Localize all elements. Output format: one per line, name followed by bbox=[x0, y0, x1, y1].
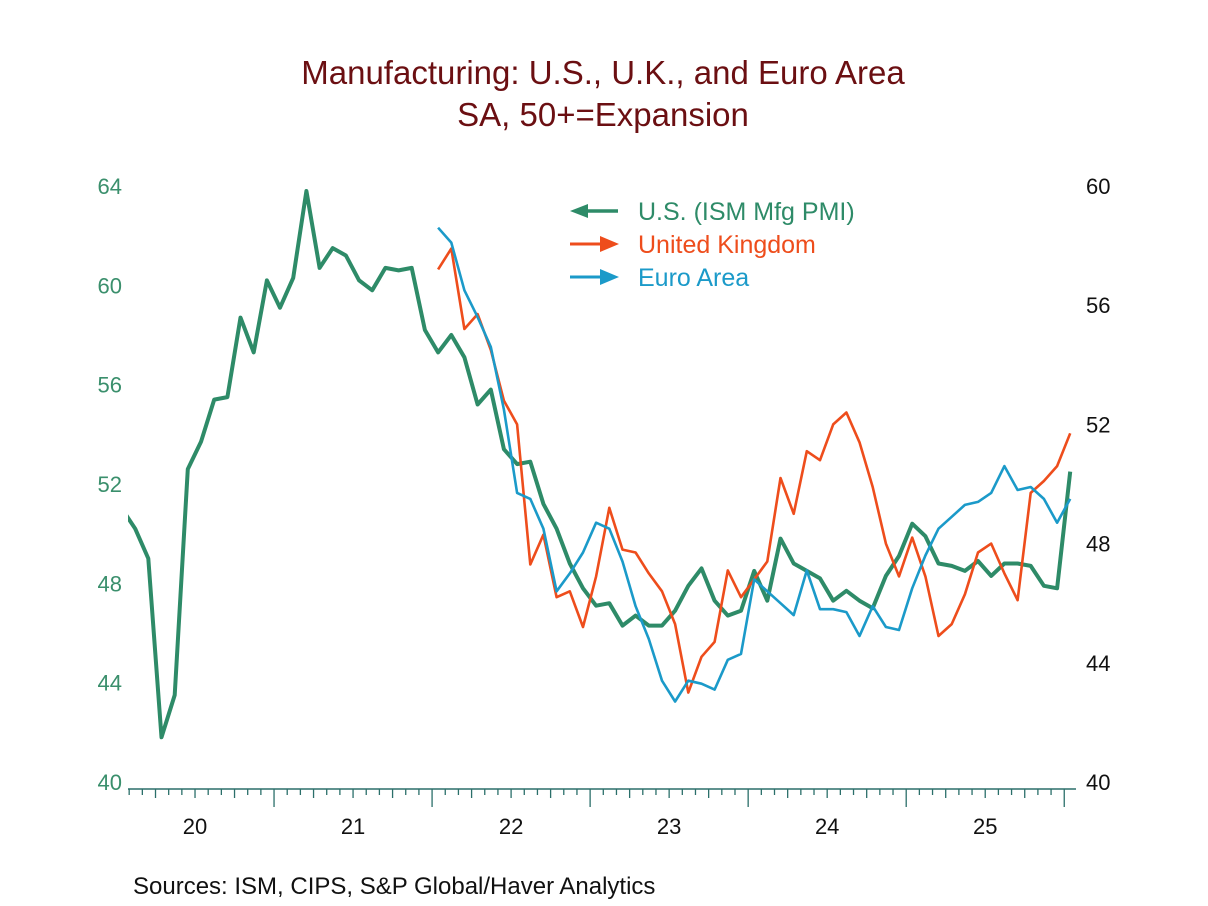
legend-item: Euro Area bbox=[570, 264, 749, 292]
legend-label: U.S. (ISM Mfg PMI) bbox=[638, 198, 855, 226]
x-tick-label: 24 bbox=[815, 814, 839, 839]
left-tick-label: 60 bbox=[98, 273, 122, 298]
chart-subtitle: SA, 50+=Expansion bbox=[457, 96, 749, 133]
x-tick-label: 25 bbox=[973, 814, 997, 839]
x-tick-label: 20 bbox=[183, 814, 207, 839]
left-axis: 40 44 48 52 56 60 64 bbox=[98, 174, 122, 795]
x-tick-label: 22 bbox=[499, 814, 523, 839]
plot-area bbox=[128, 189, 1073, 740]
left-tick-label: 40 bbox=[98, 770, 122, 795]
legend: U.S. (ISM Mfg PMI) United Kingdom Euro Are… bbox=[570, 198, 855, 292]
right-tick-label: 56 bbox=[1086, 293, 1110, 318]
right-tick-label: 52 bbox=[1086, 412, 1110, 437]
right-tick-label: 40 bbox=[1086, 770, 1110, 795]
legend-item: United Kingdom bbox=[570, 231, 816, 259]
legend-label: United Kingdom bbox=[638, 231, 816, 259]
arrow-left-icon bbox=[570, 204, 618, 218]
legend-item: U.S. (ISM Mfg PMI) bbox=[570, 198, 855, 226]
right-axis: 40 44 48 52 56 60 bbox=[1086, 174, 1110, 795]
series-line-euro-area bbox=[437, 226, 1072, 703]
left-tick-label: 64 bbox=[98, 174, 122, 199]
right-tick-label: 44 bbox=[1086, 651, 1110, 676]
left-tick-label: 48 bbox=[98, 571, 122, 596]
x-tick-label: 23 bbox=[657, 814, 681, 839]
arrow-right-icon bbox=[570, 269, 619, 285]
left-tick-label: 44 bbox=[98, 671, 122, 696]
series-line-u-s-ism-mfg-pmi bbox=[128, 189, 1073, 740]
x-tick-label: 21 bbox=[341, 814, 365, 839]
x-axis: 20 21 22 23 24 25 bbox=[128, 788, 1076, 839]
arrow-right-icon bbox=[570, 236, 619, 252]
right-tick-label: 48 bbox=[1086, 532, 1110, 557]
right-tick-label: 60 bbox=[1086, 174, 1110, 199]
chart-title: Manufacturing: U.S., U.K., and Euro Area bbox=[301, 54, 905, 91]
left-tick-label: 56 bbox=[98, 373, 122, 398]
legend-label: Euro Area bbox=[638, 264, 749, 292]
source-note: Sources: ISM, CIPS, S&P Global/Haver Ana… bbox=[133, 873, 655, 900]
left-tick-label: 52 bbox=[98, 472, 122, 497]
